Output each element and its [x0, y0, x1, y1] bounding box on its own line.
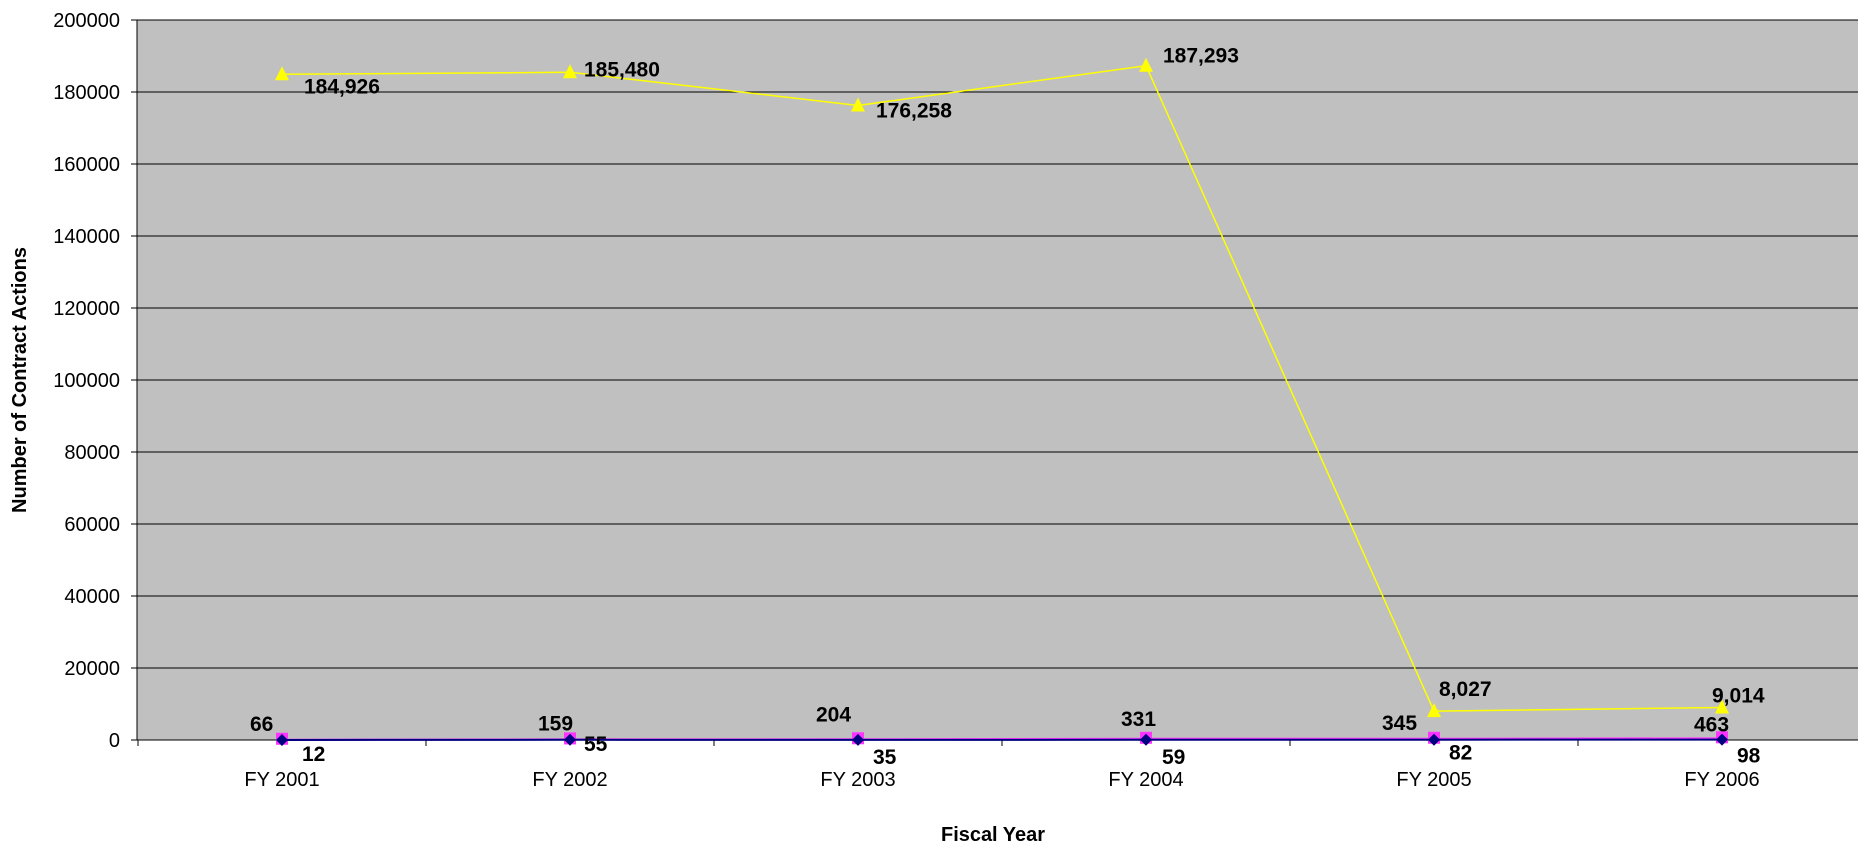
data-label: 185,480: [584, 58, 660, 81]
data-label: 463: [1694, 713, 1729, 736]
data-label: 35: [873, 746, 897, 769]
series-layer: [275, 57, 1729, 746]
x-axis-ticks: FY 2001 FY 2002 FY 2003 FY 2004 FY 2005 FY 20…: [137, 740, 1760, 791]
data-label: 9,014: [1712, 685, 1765, 708]
y-tick-label: 160000: [53, 154, 120, 176]
data-label: 345: [1382, 712, 1417, 735]
data-label: 331: [1121, 708, 1156, 731]
y-tick-label: 120000: [53, 298, 120, 320]
data-label: 184,926: [304, 75, 380, 98]
data-label: 98: [1737, 745, 1761, 768]
x-tick-label: FY 2004: [1108, 769, 1183, 791]
data-label: 187,293: [1163, 45, 1239, 68]
x-tick-label: FY 2006: [1684, 769, 1759, 791]
data-label: 12: [302, 743, 325, 766]
data-point-diamond: [276, 733, 288, 746]
data-point-triangle: [1715, 699, 1729, 714]
y-axis-title: Number of Contract Actions: [9, 247, 31, 513]
data-label: 55: [584, 733, 608, 756]
data-label: 66: [250, 713, 273, 736]
data-point-triangle: [851, 97, 865, 112]
gridlines: [137, 19, 1858, 669]
data-label: 204: [816, 703, 851, 726]
data-label: 159: [538, 712, 573, 735]
x-tick-label: FY 2005: [1396, 769, 1471, 791]
data-point-diamond: [1428, 733, 1440, 746]
y-tick-label: 80000: [64, 442, 120, 464]
y-axis-ticks: 0 20000 40000 60000 80000 100000 120000 140000 1…: [53, 10, 137, 752]
y-tick-label: 180000: [53, 82, 120, 104]
y-tick-label: 40000: [64, 586, 120, 608]
data-label: 176,258: [876, 99, 952, 122]
data-point-triangle: [1139, 57, 1153, 72]
x-axis-title: Fiscal Year: [941, 824, 1045, 843]
data-point-diamond: [564, 733, 576, 746]
data-point-diamond: [1140, 733, 1152, 746]
data-point-diamond: [1716, 733, 1728, 746]
data-point-diamond: [852, 733, 864, 746]
y-tick-label: 100000: [53, 370, 120, 392]
data-label: 8,027: [1439, 678, 1492, 701]
x-tick-label: FY 2002: [532, 769, 607, 791]
y-tick-label: 20000: [64, 658, 120, 680]
data-point-triangle: [1427, 703, 1441, 718]
y-tick-label: 140000: [53, 226, 120, 248]
data-point-triangle: [275, 66, 289, 81]
y-tick-label: 0: [109, 730, 120, 752]
x-tick-label: FY 2001: [244, 769, 319, 791]
series-line: [281, 64, 1723, 712]
y-tick-label: 60000: [64, 514, 120, 536]
data-point-triangle: [563, 64, 577, 79]
y-tick-label: 200000: [53, 10, 120, 32]
x-tick-label: FY 2003: [820, 769, 895, 791]
data-labels: 184,926 185,480 176,258 187,293 8,027 9,014 66…: [250, 45, 1765, 769]
data-label: 59: [1162, 746, 1185, 769]
data-label: 82: [1449, 742, 1472, 765]
